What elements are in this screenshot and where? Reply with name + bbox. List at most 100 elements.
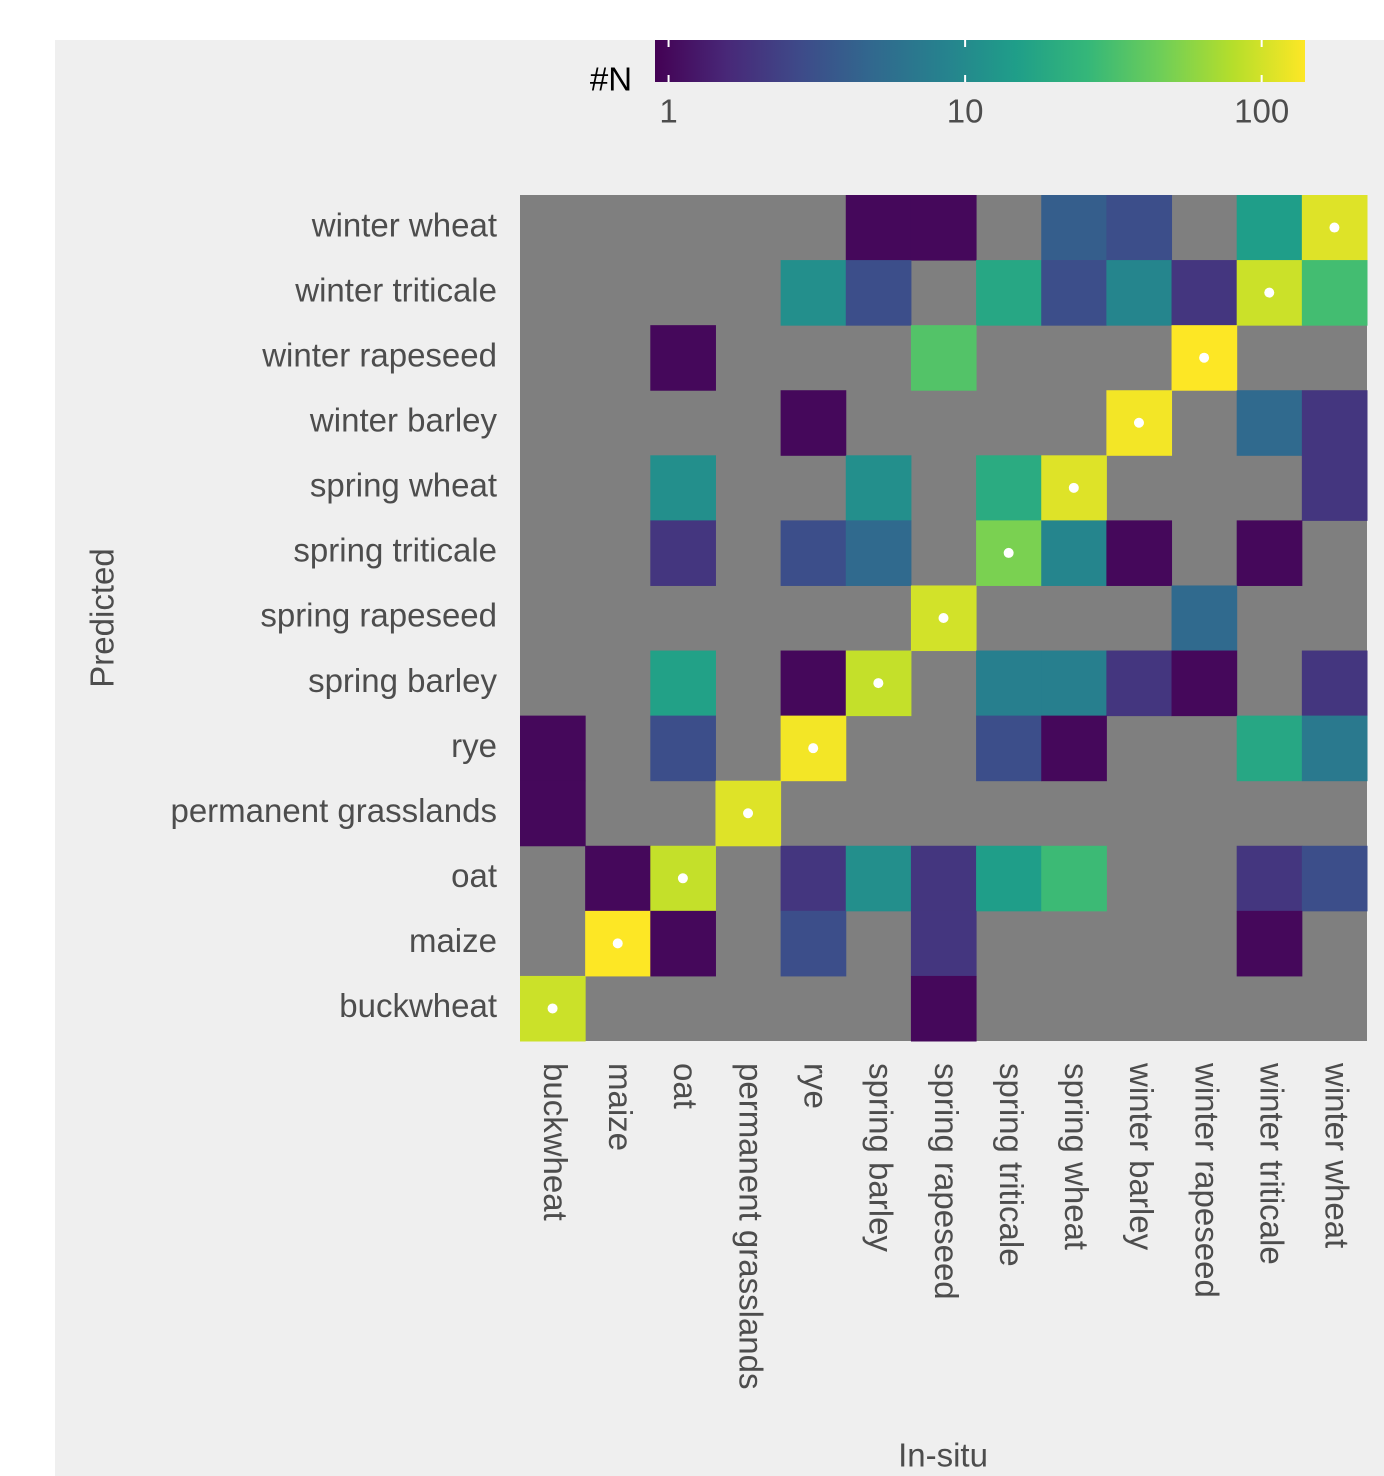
- heatmap-cell: [910, 975, 977, 1042]
- diagonal-marker: [873, 678, 884, 689]
- heatmap-cell: [976, 715, 1042, 782]
- heatmap-cell: [1041, 845, 1107, 912]
- x-tick-label: winter wheat: [1319, 1062, 1356, 1248]
- y-tick-label: permanent grasslands: [170, 792, 497, 829]
- x-tick-label: spring wheat: [1058, 1063, 1095, 1250]
- diagonal-marker: [1068, 482, 1079, 493]
- heatmap-cell: [1301, 715, 1368, 782]
- heatmap-cell: [910, 910, 977, 977]
- x-axis-title: In-situ: [898, 1437, 988, 1474]
- diagonal-marker: [1264, 287, 1275, 298]
- legend-title: #N: [590, 61, 632, 98]
- x-tick-label: winter triticale: [1254, 1062, 1291, 1265]
- heatmap-cell: [650, 650, 716, 717]
- heatmap-cell: [1041, 260, 1107, 326]
- x-tick-label: spring barley: [863, 1063, 900, 1252]
- colorbar-tick-label: 1: [659, 93, 677, 130]
- heatmap-cell: [780, 650, 847, 717]
- heatmap-cell: [1171, 260, 1238, 326]
- y-tick-label: spring rapeseed: [260, 597, 497, 634]
- heatmap-cell: [1301, 390, 1368, 456]
- heatmap-cell: [910, 195, 977, 261]
- y-tick-label: spring wheat: [310, 467, 497, 504]
- heatmap-cell: [845, 260, 912, 326]
- y-tick-label: winter triticale: [294, 271, 497, 308]
- diagonal-marker: [677, 873, 688, 884]
- heatmap-cell: [1236, 390, 1303, 456]
- colorbar-tick-label: 100: [1234, 93, 1289, 130]
- colorbar: [655, 40, 1305, 82]
- heatmap-cell: [845, 845, 912, 912]
- heatmap-cell: [1041, 195, 1107, 261]
- heatmap-cell: [845, 520, 912, 586]
- diagonal-marker: [1329, 222, 1340, 233]
- heatmap-cell: [845, 195, 912, 261]
- diagonal-marker: [743, 808, 754, 819]
- heatmap-cell: [1236, 195, 1303, 261]
- heatmap-cell: [650, 520, 716, 586]
- diagonal-marker: [1133, 417, 1144, 428]
- y-tick-label: oat: [451, 857, 497, 894]
- heatmap-cell: [520, 780, 586, 847]
- heatmap-cell: [1236, 520, 1303, 586]
- heatmap-cell: [910, 845, 977, 912]
- diagonal-marker: [938, 613, 949, 623]
- y-tick-label: winter wheat: [311, 206, 497, 243]
- heatmap-cell: [650, 455, 716, 521]
- heatmap-cell: [780, 520, 847, 586]
- diagonal-marker: [612, 938, 623, 949]
- x-tick-label: buckwheat: [537, 1063, 574, 1221]
- heatmap-cell: [845, 455, 912, 521]
- heatmap-cell: [976, 650, 1042, 717]
- y-tick-label: rye: [451, 727, 497, 764]
- heatmap-cell: [650, 715, 716, 782]
- x-tick-label: winter barley: [1123, 1062, 1160, 1251]
- y-tick-label: spring triticale: [293, 532, 497, 569]
- heatmap-cell: [1106, 195, 1173, 261]
- heatmap-cell: [780, 845, 847, 912]
- heatmap-cell: [1106, 520, 1173, 586]
- y-tick-label: buckwheat: [339, 987, 497, 1024]
- heatmap-cell: [1106, 260, 1173, 326]
- y-tick-label: spring barley: [308, 662, 497, 699]
- heatmap-cell: [780, 260, 847, 326]
- heatmap-cell: [976, 845, 1042, 912]
- heatmap-cell: [1041, 715, 1107, 782]
- diagonal-marker: [547, 1003, 558, 1014]
- diagonal-marker: [808, 743, 819, 754]
- heatmap-cell: [976, 260, 1042, 326]
- heatmap-cell: [1041, 650, 1107, 717]
- heatmap-cell: [1301, 260, 1368, 326]
- y-tick-label: winter barley: [309, 401, 498, 438]
- colorbar-tick-label: 10: [947, 93, 984, 130]
- x-tick-label: oat: [667, 1063, 704, 1109]
- heatmap-cell: [650, 910, 716, 977]
- heatmap-cell: [780, 390, 847, 456]
- heatmap-cell: [976, 455, 1042, 521]
- heatmap-cell: [1301, 650, 1368, 717]
- heatmap-cell: [520, 715, 586, 782]
- x-tick-label: winter rapeseed: [1188, 1062, 1225, 1298]
- heatmap-cell: [1171, 650, 1238, 717]
- heatmap-cell: [780, 910, 847, 977]
- diagonal-marker: [1003, 547, 1014, 558]
- y-tick-label: maize: [409, 922, 497, 959]
- x-tick-label: rye: [797, 1063, 834, 1109]
- heatmap-cell: [1106, 650, 1173, 717]
- heatmap-cell: [1301, 455, 1368, 521]
- heatmap-cell: [1236, 845, 1303, 912]
- x-tick-label: maize: [602, 1063, 639, 1151]
- y-axis-title: Predicted: [84, 548, 121, 687]
- heatmap-cell: [585, 845, 651, 912]
- heatmap-cell: [1301, 845, 1368, 912]
- y-tick-label: winter rapeseed: [261, 336, 497, 373]
- heatmap-cell: [650, 325, 716, 391]
- x-tick-label: spring rapeseed: [928, 1063, 965, 1300]
- x-tick-label: spring triticale: [993, 1063, 1030, 1267]
- heatmap-cell: [1041, 520, 1107, 586]
- heatmap-cell: [1171, 585, 1238, 652]
- heatmap-cell: [1236, 910, 1303, 977]
- heatmap-cell: [1236, 715, 1303, 782]
